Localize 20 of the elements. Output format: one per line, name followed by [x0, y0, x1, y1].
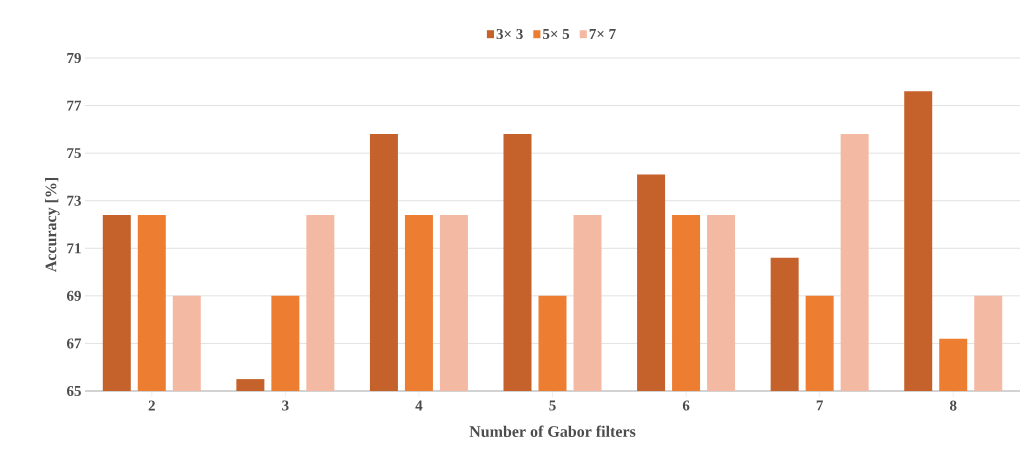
- x-tick-label: 8: [949, 400, 957, 411]
- x-tick-label: 2: [148, 400, 155, 411]
- x-tick-label: 3: [282, 400, 289, 411]
- y-tick-label: 67: [66, 338, 82, 349]
- x-tick-label: 6: [682, 400, 690, 411]
- y-tick-label: 79: [67, 52, 81, 64]
- y-tick-label: 73: [67, 195, 81, 206]
- y-axis-title: Accuracy [%]: [45, 177, 60, 273]
- y-tick-label: 77: [67, 100, 82, 111]
- x-tick-label: 5: [549, 400, 556, 411]
- x-tick-label: 7: [816, 400, 824, 411]
- legend-label: 5× 5: [543, 29, 570, 40]
- y-tick-label: 69: [66, 290, 81, 301]
- legend-label: 7× 7: [589, 29, 616, 39]
- x-axis-title: Number of Gabor filters: [469, 425, 636, 437]
- y-tick-label: 71: [67, 243, 81, 254]
- x-tick-label: 4: [415, 400, 423, 411]
- y-tick-label: 75: [67, 148, 81, 159]
- y-tick-label: 65: [66, 385, 81, 397]
- legend-label: 3× 3: [496, 29, 523, 40]
